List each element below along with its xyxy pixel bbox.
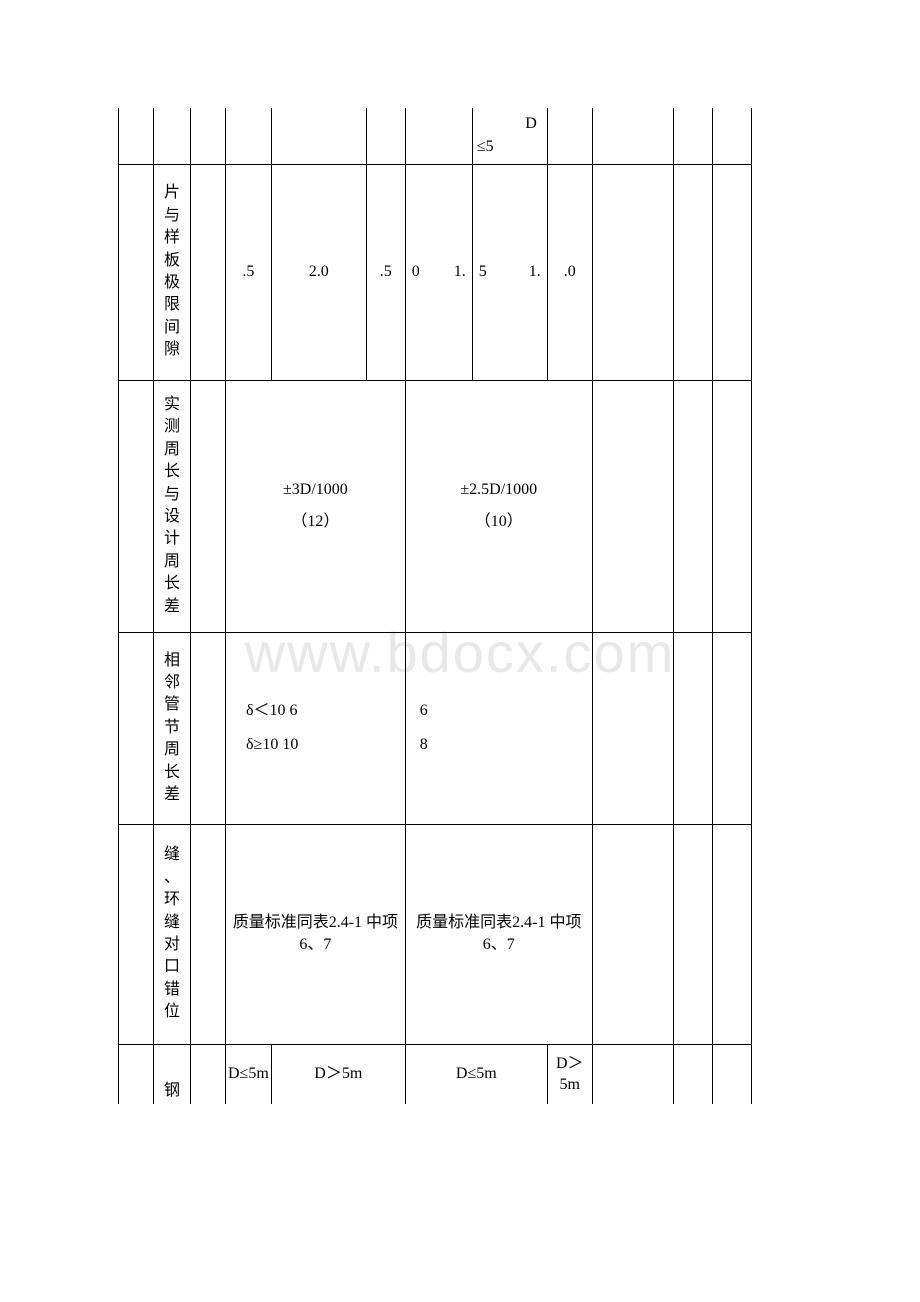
cell-r2-a <box>119 380 154 632</box>
cell-r2-label: 实测周长与设计周长差 <box>154 380 191 632</box>
cell-r0-g2b: D ≤5 <box>472 108 547 164</box>
cell-r1-d2: 2.0 <box>271 164 366 380</box>
cell-r0-g1b <box>271 108 366 164</box>
cell-r1-a <box>119 164 154 380</box>
cell-r3-g2: 6 8 <box>405 632 592 824</box>
cell-r5-s <box>673 1044 712 1104</box>
cell-r4-r <box>592 824 673 1044</box>
cell-r1-t <box>712 164 751 380</box>
cell-r5-t <box>712 1044 751 1104</box>
cell-r0-s <box>673 108 712 164</box>
cell-r2-g1: ±3D/1000 （12） <box>226 380 406 632</box>
cell-r5-g1c1: D≤5m <box>226 1044 272 1104</box>
cell-r1-c <box>191 164 226 380</box>
cell-r5-r <box>592 1044 673 1104</box>
cell-r2-s <box>673 380 712 632</box>
cell-r1-label: 片与样板极限间隙 <box>154 164 191 380</box>
cell-r1-d5: 5 1. <box>472 164 547 380</box>
cell-r5-c <box>191 1044 226 1104</box>
cell-r1-d3: .5 <box>366 164 405 380</box>
cell-r2-g2: ±2.5D/1000 （10） <box>405 380 592 632</box>
cell-r0-t <box>712 108 751 164</box>
cell-r2-t <box>712 380 751 632</box>
cell-r4-t <box>712 824 751 1044</box>
cell-r4-c <box>191 824 226 1044</box>
cell-r4-g2: 质量标准同表2.4-1 中项 6、7 <box>405 824 592 1044</box>
cell-r4-s <box>673 824 712 1044</box>
cell-r4-a <box>119 824 154 1044</box>
r0-g2-text: D ≤5 <box>475 113 545 158</box>
cell-r1-d1: .5 <box>226 164 272 380</box>
cell-r3-c <box>191 632 226 824</box>
cell-r0-g2c <box>547 108 592 164</box>
cell-r0-g1c <box>366 108 405 164</box>
spec-table: D ≤5 片与样板极限间隙 .5 2.0 .5 0 <box>118 108 752 1104</box>
cell-r4-label: 缝、环缝对口错位 <box>154 824 191 1044</box>
cell-r3-r <box>592 632 673 824</box>
cell-r2-r <box>592 380 673 632</box>
cell-r1-d6: .0 <box>547 164 592 380</box>
cell-r5-a <box>119 1044 154 1104</box>
cell-r5-g2c2: D＞5m <box>547 1044 592 1104</box>
cell-r0-c <box>191 108 226 164</box>
cell-r1-d4: 0 1. <box>405 164 472 380</box>
cell-r3-g1: δ＜10 6 δ≥10 10 <box>226 632 406 824</box>
cell-r0-g2a <box>405 108 472 164</box>
cell-r3-label: 相邻管节周长差 <box>154 632 191 824</box>
cell-r1-r <box>592 164 673 380</box>
cell-r0-a <box>119 108 154 164</box>
cell-r5-g1c2: D＞5m <box>271 1044 405 1104</box>
cell-r3-a <box>119 632 154 824</box>
cell-r0-b <box>154 108 191 164</box>
cell-r5-label: 钢 <box>154 1044 191 1104</box>
cell-r5-g2c1: D≤5m <box>405 1044 547 1104</box>
cell-r3-s <box>673 632 712 824</box>
cell-r4-g1: 质量标准同表2.4-1 中项 6、7 <box>226 824 406 1044</box>
cell-r0-g1a <box>226 108 272 164</box>
cell-r1-s <box>673 164 712 380</box>
cell-r3-t <box>712 632 751 824</box>
cell-r0-r <box>592 108 673 164</box>
cell-r2-c <box>191 380 226 632</box>
